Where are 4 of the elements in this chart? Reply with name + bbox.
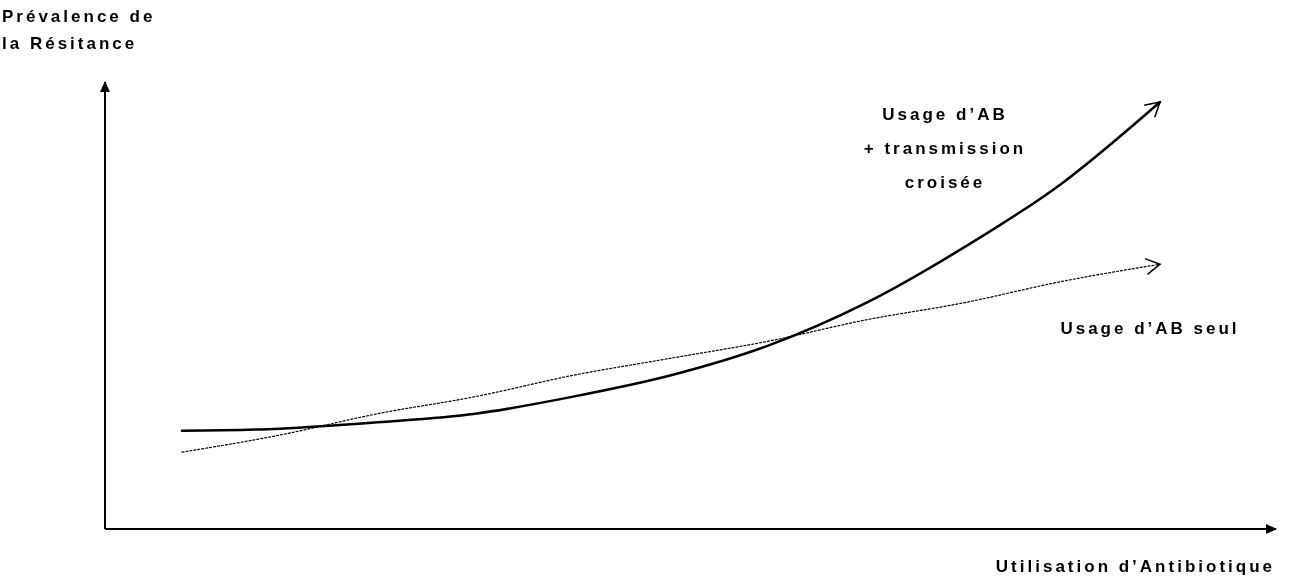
- x-axis-title: Utilisation d’Antibiotique: [995, 557, 1275, 576]
- y-axis-title: Prévalence de la Résitance: [2, 7, 156, 53]
- text: Usage d’AB seul: [1060, 319, 1240, 339]
- series-label: Usage d’AB + transmission croisée: [863, 105, 1027, 192]
